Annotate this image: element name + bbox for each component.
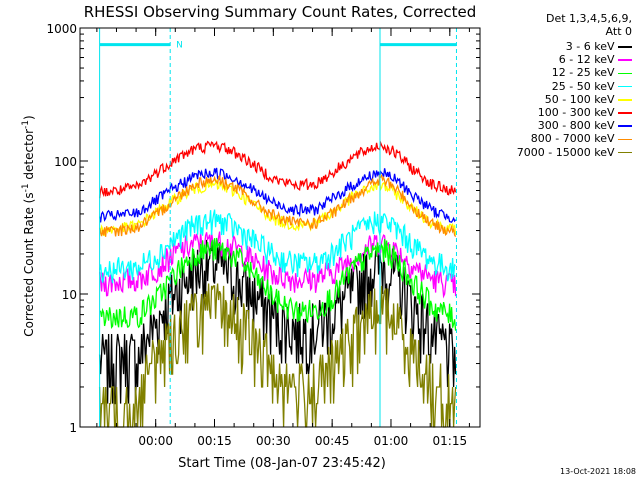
legend-item: 7000 - 15000 keV xyxy=(517,146,632,159)
legend-label: 7000 - 15000 keV xyxy=(516,145,618,159)
legend-item: 12 - 25 keV xyxy=(552,66,632,79)
legend-label: 3 - 6 keV xyxy=(565,40,618,53)
footer-date: 13-Oct-2021 18:08 xyxy=(560,467,636,476)
series-line-7 xyxy=(98,173,457,237)
series-line-6 xyxy=(98,167,457,223)
legend-label: 25 - 50 keV xyxy=(551,79,618,93)
legend-item: 100 - 300 keV xyxy=(538,106,632,119)
legend-swatch xyxy=(618,112,632,114)
legend-label: 300 - 800 keV xyxy=(537,119,618,133)
legend-swatch xyxy=(618,85,632,88)
chart-title: RHESSI Observing Summary Count Rates, Co… xyxy=(84,3,477,21)
x-axis-label: Start Time (08-Jan-07 23:45:42) xyxy=(178,456,386,471)
legend-swatch xyxy=(618,151,632,154)
x-tick-label-1: 00:15 xyxy=(197,434,232,448)
series-line-8 xyxy=(98,283,457,428)
x-tick-label-4: 01:00 xyxy=(374,434,409,448)
plot-frame xyxy=(79,27,481,428)
legend-swatch xyxy=(618,125,632,127)
x-tick-label-0: 00:00 xyxy=(138,434,173,448)
legend-item: 3 - 6 keV xyxy=(566,40,632,53)
attenuator-state: Att 0 xyxy=(605,25,632,38)
legend-swatch xyxy=(618,99,632,101)
y-axis-label: Corrected Count Rate (s-1 detector-1) xyxy=(21,115,36,336)
y-tick-label-3: 1000 xyxy=(46,22,77,36)
legend-swatch xyxy=(618,46,632,48)
detector-list: Det 1,3,4,5,6,9, xyxy=(545,12,632,25)
legend-item: 6 - 12 keV xyxy=(559,53,632,66)
legend-item: 50 - 100 keV xyxy=(545,93,632,106)
series-line-2 xyxy=(99,237,457,331)
y-axis-label-text: Corrected Count Rate (s xyxy=(22,192,36,336)
legend-label: 12 - 25 keV xyxy=(551,66,618,80)
plot-area: N 1 10 100 1000 00:00 00:15 00:30 00:45 01:00 01:1… xyxy=(46,22,481,448)
x-tick-label-5: 01:15 xyxy=(433,434,468,448)
series-line-1 xyxy=(98,231,457,299)
series-line-3 xyxy=(98,209,456,284)
y-axis-label-close: ) xyxy=(22,115,36,120)
y-axis-label-sup2: -1 xyxy=(21,120,31,129)
y-tick-label-0: 1 xyxy=(69,421,77,435)
annotation-0: N xyxy=(176,40,183,50)
y-tick-label-2: 100 xyxy=(54,155,77,169)
legend-item: 800 - 7000 keV xyxy=(531,132,632,145)
legend-swatch xyxy=(618,72,632,75)
legend-item: 300 - 800 keV xyxy=(538,119,632,132)
legend-swatch xyxy=(618,59,632,61)
x-tick-label-2: 00:30 xyxy=(256,434,291,448)
legend-swatch xyxy=(618,138,632,141)
x-tick-label-3: 00:45 xyxy=(315,434,350,448)
y-axis-label-sup1: -1 xyxy=(21,183,31,192)
legend-label: 6 - 12 keV xyxy=(558,53,618,67)
series-line-5 xyxy=(98,140,457,199)
legend-label: 50 - 100 keV xyxy=(544,92,618,106)
y-tick-label-1: 10 xyxy=(62,288,77,302)
legend-label: 800 - 7000 keV xyxy=(530,132,618,146)
legend-label: 100 - 300 keV xyxy=(537,106,618,119)
legend-item: 25 - 50 keV xyxy=(552,80,632,93)
y-axis-label-text2: detector xyxy=(22,129,36,184)
